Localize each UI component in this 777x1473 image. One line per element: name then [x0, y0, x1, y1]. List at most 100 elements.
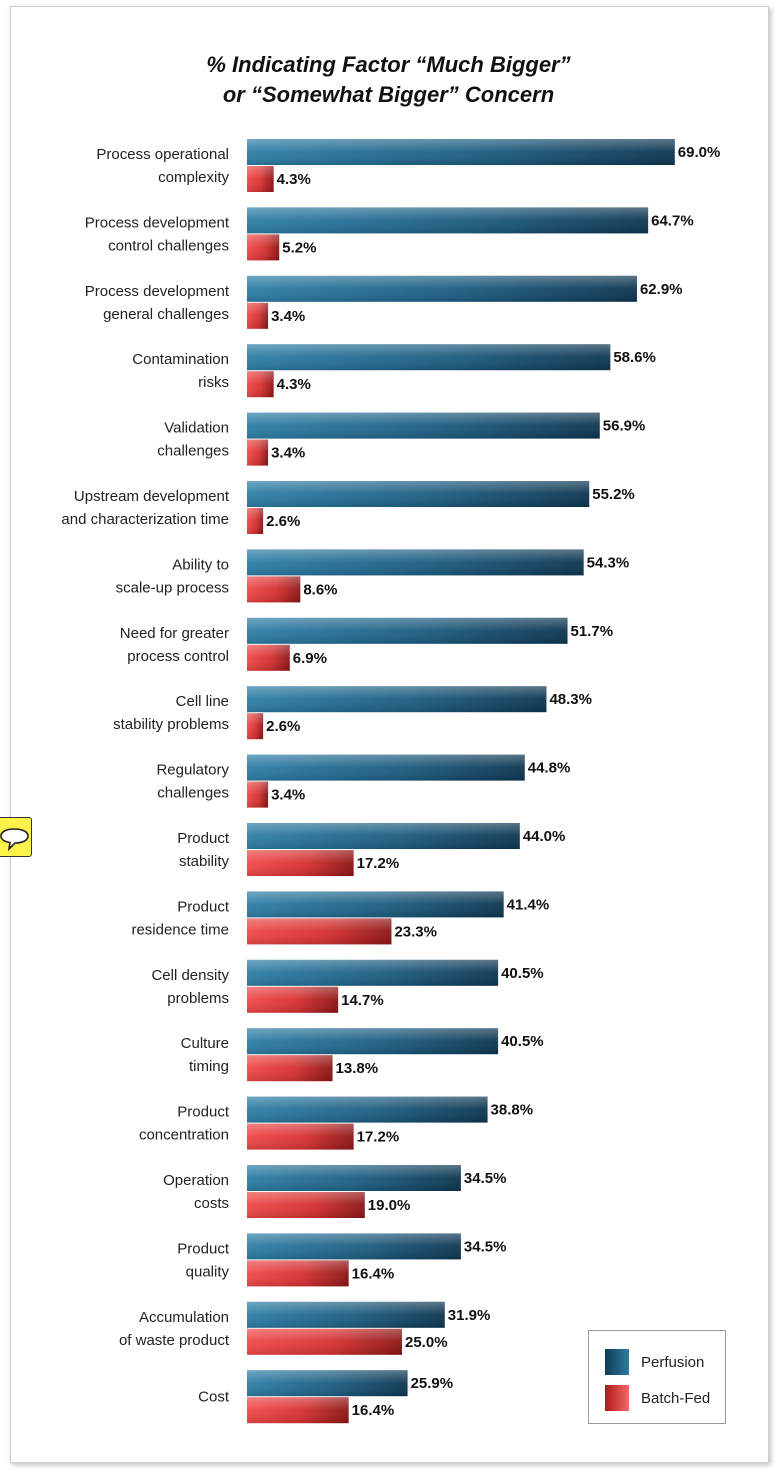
- value-label-batch-fed-11: 23.3%: [394, 923, 437, 940]
- category-label-13-1: timing: [189, 1058, 229, 1075]
- legend-item-batch-fed: Batch-Fed: [605, 1385, 710, 1411]
- value-label-batch-fed-18: 16.4%: [352, 1402, 395, 1419]
- bar-gloss-perfusion-13: [247, 1028, 499, 1055]
- value-label-batch-fed-17: 25.0%: [405, 1334, 448, 1351]
- chart-title-line-2: or “Somewhat Bigger” Concern: [222, 82, 555, 107]
- value-label-batch-fed-7: 6.9%: [293, 650, 327, 667]
- value-label-perfusion-9: 44.8%: [528, 760, 571, 777]
- legend-item-perfusion: Perfusion: [605, 1349, 704, 1375]
- bar-gloss-batch-fed-3: [247, 371, 274, 398]
- category-label-2-1: general challenges: [103, 306, 229, 323]
- value-label-perfusion-1: 64.7%: [651, 212, 694, 229]
- category-label-9-0: Regulatory: [156, 762, 229, 779]
- legend: Perfusion Batch-Fed: [588, 1330, 726, 1424]
- bar-gloss-batch-fed-0: [247, 166, 274, 192]
- legend-swatch-perfusion: [605, 1349, 629, 1375]
- bar-gloss-perfusion-4: [247, 412, 600, 439]
- value-label-batch-fed-5: 2.6%: [266, 513, 300, 530]
- category-label-15-1: costs: [194, 1195, 229, 1212]
- category-label-3-1: risks: [198, 374, 229, 391]
- category-label-12-1: problems: [167, 990, 229, 1007]
- category-label-10-1: stability: [179, 853, 230, 870]
- chart-title-line-1: % Indicating Factor “Much Bigger”: [206, 52, 571, 77]
- bar-gloss-batch-fed-14: [247, 1123, 354, 1150]
- bar-gloss-batch-fed-16: [247, 1260, 349, 1287]
- bar-gloss-perfusion-17: [247, 1301, 445, 1328]
- value-label-batch-fed-10: 17.2%: [357, 855, 400, 872]
- value-label-batch-fed-2: 3.4%: [271, 308, 305, 325]
- value-label-perfusion-10: 44.0%: [523, 828, 566, 845]
- value-label-perfusion-17: 31.9%: [448, 1307, 491, 1324]
- category-label-10-0: Product: [177, 830, 230, 847]
- value-label-perfusion-18: 25.9%: [411, 1375, 454, 1392]
- bar-gloss-batch-fed-15: [247, 1192, 365, 1218]
- chart-frame: [10, 6, 769, 1463]
- category-label-3-0: Contamination: [132, 351, 229, 368]
- value-label-batch-fed-14: 17.2%: [357, 1129, 400, 1146]
- comment-icon[interactable]: [0, 817, 32, 857]
- category-label-16-1: quality: [186, 1263, 230, 1280]
- category-label-11-1: residence time: [131, 921, 229, 938]
- category-label-13-0: Culture: [181, 1035, 229, 1052]
- value-label-perfusion-14: 38.8%: [491, 1102, 534, 1119]
- category-label-8-0: Cell line: [176, 693, 229, 710]
- category-label-0-1: complexity: [158, 169, 229, 186]
- category-label-12-0: Cell density: [151, 967, 229, 984]
- value-label-batch-fed-15: 19.0%: [368, 1197, 411, 1214]
- bar-gloss-perfusion-9: [247, 754, 525, 781]
- category-label-6-1: scale-up process: [116, 579, 229, 596]
- category-label-18-0: Cost: [198, 1389, 230, 1406]
- bar-gloss-batch-fed-8: [247, 713, 264, 740]
- legend-label-batch-fed: Batch-Fed: [641, 1389, 711, 1407]
- legend-label-perfusion: Perfusion: [641, 1353, 705, 1371]
- value-label-batch-fed-13: 13.8%: [336, 1060, 379, 1077]
- value-label-perfusion-3: 58.6%: [613, 349, 656, 366]
- value-label-batch-fed-3: 4.3%: [277, 376, 311, 393]
- bar-gloss-perfusion-7: [247, 617, 568, 644]
- bar-gloss-batch-fed-17: [247, 1328, 402, 1355]
- value-label-batch-fed-16: 16.4%: [352, 1265, 395, 1282]
- category-label-7-1: process control: [127, 648, 229, 665]
- value-label-perfusion-5: 55.2%: [592, 486, 635, 503]
- category-label-7-0: Need for greater: [120, 625, 229, 642]
- value-label-perfusion-15: 34.5%: [464, 1170, 507, 1187]
- value-label-batch-fed-12: 14.7%: [341, 992, 384, 1009]
- category-label-9-1: challenges: [157, 785, 229, 802]
- value-label-perfusion-7: 51.7%: [571, 623, 614, 640]
- category-label-17-1: of waste product: [119, 1332, 230, 1349]
- bar-gloss-perfusion-11: [247, 891, 504, 918]
- bar-gloss-perfusion-5: [247, 481, 590, 507]
- value-label-perfusion-16: 34.5%: [464, 1238, 507, 1255]
- category-label-17-0: Accumulation: [139, 1309, 229, 1326]
- bar-gloss-batch-fed-10: [247, 850, 354, 876]
- value-label-perfusion-13: 40.5%: [501, 1033, 544, 1050]
- category-label-14-0: Product: [177, 1104, 230, 1121]
- bar-gloss-perfusion-8: [247, 686, 547, 713]
- value-label-perfusion-0: 69.0%: [678, 144, 721, 161]
- category-label-5-0: Upstream development: [74, 488, 230, 505]
- bar-gloss-batch-fed-9: [247, 781, 269, 808]
- bar-gloss-perfusion-15: [247, 1165, 461, 1191]
- category-label-1-0: Process development: [85, 214, 230, 231]
- bar-gloss-perfusion-3: [247, 344, 611, 371]
- bar-gloss-perfusion-16: [247, 1233, 461, 1260]
- bar-gloss-batch-fed-6: [247, 576, 301, 603]
- category-label-1-1: control challenges: [108, 237, 229, 254]
- bar-gloss-batch-fed-5: [247, 508, 264, 534]
- bar-gloss-perfusion-1: [247, 207, 649, 234]
- value-label-perfusion-11: 41.4%: [507, 896, 550, 913]
- category-label-6-0: Ability to: [172, 556, 229, 573]
- bar-gloss-batch-fed-7: [247, 644, 290, 671]
- bar-gloss-perfusion-14: [247, 1096, 488, 1123]
- value-label-perfusion-4: 56.9%: [603, 418, 646, 435]
- bar-gloss-perfusion-2: [247, 275, 637, 302]
- value-label-perfusion-12: 40.5%: [501, 965, 544, 982]
- bar-gloss-batch-fed-13: [247, 1055, 333, 1082]
- value-label-batch-fed-8: 2.6%: [266, 718, 300, 735]
- category-label-16-0: Product: [177, 1240, 230, 1257]
- value-label-perfusion-8: 48.3%: [549, 691, 592, 708]
- bar-gloss-perfusion-12: [247, 959, 499, 986]
- category-label-0-0: Process operational: [96, 146, 229, 163]
- category-label-4-0: Validation: [164, 420, 229, 437]
